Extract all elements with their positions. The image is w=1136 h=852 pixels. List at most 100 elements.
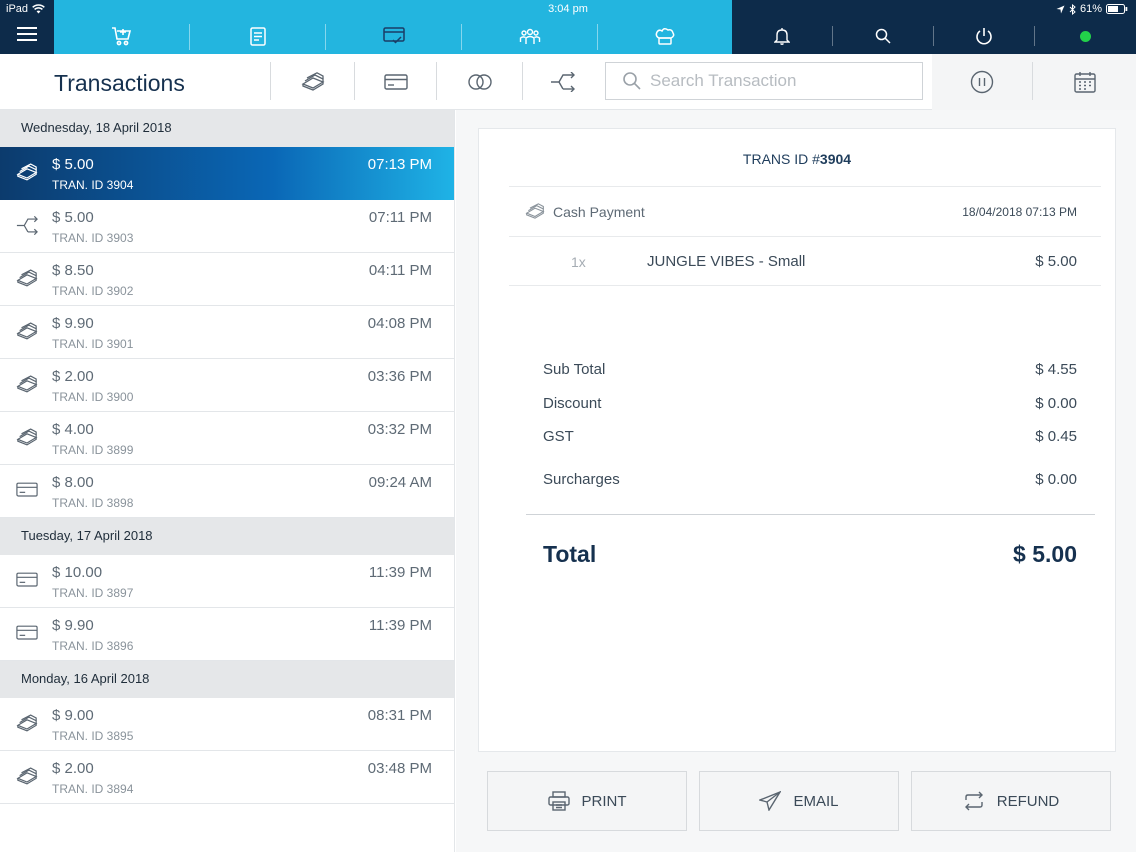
search-icon [875,28,891,44]
transaction-row[interactable]: $ 4.00 TRAN. ID 3899 03:32 PM [0,412,454,465]
battery-percent: 61% [1079,3,1102,15]
transaction-id: TRAN. ID 3902 [52,284,134,298]
cash-icon [16,428,38,446]
location-icon [1056,5,1065,13]
power-icon [976,28,992,45]
payment-method-label: Cash Payment [553,203,645,220]
item-quantity: 1x [571,254,586,270]
transaction-row[interactable]: $ 10.00 TRAN. ID 3897 11:39 PM [0,555,454,608]
transaction-row[interactable]: $ 2.00 TRAN. ID 3894 03:48 PM [0,751,454,804]
cash-filter-icon [301,72,324,91]
transactions-header: Transactions [0,54,1136,110]
total-value: $ 5.00 [1013,541,1077,567]
transaction-time: 11:39 PM [368,564,432,581]
search-transaction-input[interactable] [650,71,910,91]
date-group-header: Monday, 16 April 2018 [0,661,454,698]
transaction-id: TRAN. ID 3896 [52,639,134,653]
transaction-time: 07:11 PM [368,209,432,226]
menu-button[interactable] [17,27,37,45]
cash-icon [16,375,38,393]
transaction-row[interactable]: $ 8.50 TRAN. ID 3902 04:11 PM [0,253,454,306]
online-status-icon [1080,30,1091,42]
transaction-id-prefix: TRANS ID # [742,151,820,167]
transaction-time: 04:11 PM [368,262,432,279]
transaction-list: Wednesday, 18 April 2018 $ 5.00 TRAN. ID 3… [0,110,455,852]
transaction-row[interactable]: $ 8.00 TRAN. ID 3898 09:24 AM [0,465,454,518]
transaction-time: 11:39 PM [368,617,432,634]
transaction-time: 03:48 PM [367,760,432,777]
calendar-button[interactable] [1033,54,1136,110]
search-transaction-field[interactable] [605,62,923,100]
header-right-tools [932,54,1136,110]
calendar-icon [1073,72,1096,93]
nav-tab-orders[interactable] [190,18,325,54]
transfer-icon [16,216,38,235]
transaction-id: TRAN. ID 3903 [52,231,134,245]
transaction-id: TRAN. ID 3897 [52,586,134,600]
nav-tab-customers[interactable] [462,18,597,54]
bluetooth-icon [1069,3,1076,15]
top-navigation-bar: iPad 3:04 pm 61% [0,0,1136,54]
transaction-amount: $ 8.00 [52,474,94,491]
date-group-header: Tuesday, 17 April 2018 [0,518,454,555]
status-bar-left: iPad [6,3,45,15]
filter-transfer-button[interactable] [523,54,603,110]
global-search-button[interactable] [833,18,933,54]
sub-total-value: $ 4.55 [1035,361,1077,378]
utility-nav-area [732,0,1136,54]
discount-value: $ 0.00 [1035,395,1077,412]
transaction-amount: $ 9.90 [52,617,94,634]
battery-icon [1106,4,1128,14]
transaction-row[interactable]: $ 5.00 TRAN. ID 3904 07:13 PM [0,147,454,200]
cash-icon [16,269,38,287]
transaction-amount: $ 9.00 [52,707,94,724]
item-name: JUNGLE VIBES - Small [647,253,806,270]
surcharges-value: $ 0.00 [1035,471,1077,488]
email-button[interactable]: EMAIL [699,771,899,831]
gst-label: GST [543,428,574,445]
transaction-amount: $ 5.00 [52,209,94,226]
transaction-time: 03:36 PM [367,368,432,385]
chef-hat-icon [655,27,675,45]
cash-icon [16,714,38,732]
transaction-row[interactable]: $ 9.90 TRAN. ID 3901 04:08 PM [0,306,454,359]
card-icon [16,572,38,587]
filter-card-button[interactable] [355,54,436,110]
transaction-row[interactable]: $ 2.00 TRAN. ID 3900 03:36 PM [0,359,454,412]
transaction-row[interactable]: $ 5.00 TRAN. ID 3903 07:11 PM [0,200,454,253]
item-price: $ 5.00 [1035,253,1077,270]
transaction-id-number: 3904 [819,151,852,167]
email-label: EMAIL [793,792,839,810]
online-status-indicator [1035,18,1136,54]
power-button[interactable] [934,18,1034,54]
notifications-button[interactable] [732,18,832,54]
transaction-amount: $ 2.00 [52,368,94,385]
filter-split-button[interactable] [437,54,522,110]
cart-icon [111,27,131,46]
transaction-detail-card: TRANS ID #3904 Cash Payment 18/04/2018 0… [478,128,1116,752]
transaction-row[interactable]: $ 9.00 TRAN. ID 3895 08:31 PM [0,698,454,751]
pause-button[interactable] [932,54,1032,110]
transaction-id: TRAN. ID 3899 [52,443,134,457]
nav-tab-transactions[interactable] [326,18,461,54]
cash-icon [525,203,545,219]
filter-cash-button[interactable] [271,54,354,110]
customers-icon [519,28,540,44]
transactions-icon [382,27,405,44]
search-icon [623,72,641,90]
transaction-row[interactable]: $ 9.90 TRAN. ID 3896 11:39 PM [0,608,454,661]
refund-button[interactable]: REFUND [911,771,1111,831]
transaction-amount: $ 5.00 [52,156,94,173]
date-group-header: Wednesday, 18 April 2018 [0,110,454,147]
transfer-filter-icon [551,72,575,92]
nav-tab-sales[interactable] [54,18,189,54]
transaction-amount: $ 2.00 [52,760,94,777]
page-title: Transactions [54,70,185,96]
status-bar-right: 61% [1056,3,1128,15]
receipt-icon [249,26,266,46]
nav-tab-kitchen[interactable] [598,18,732,54]
print-button[interactable]: PRINT [487,771,687,831]
split-filter-icon [467,74,492,90]
print-label: PRINT [581,792,627,810]
cash-icon [16,767,38,785]
